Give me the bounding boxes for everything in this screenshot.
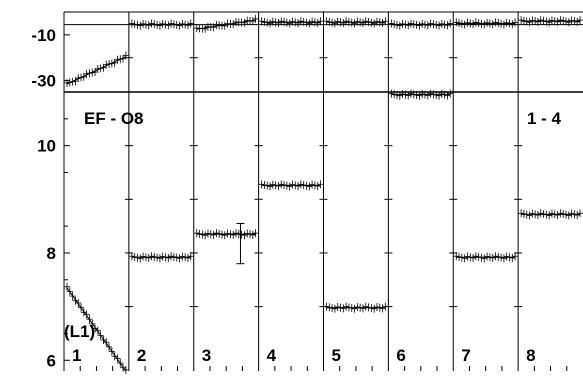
upper-y-tick-label: -30 bbox=[31, 72, 56, 91]
lower-y-tick-label: 6 bbox=[47, 351, 56, 370]
lower-y-tick-label: 10 bbox=[37, 137, 56, 156]
upper-series-1-trend bbox=[66, 56, 127, 85]
column-label-5: 5 bbox=[332, 346, 341, 365]
lower-series-1-trend bbox=[66, 287, 127, 372]
column-label-3: 3 bbox=[202, 346, 211, 365]
panel-frames bbox=[63, 11, 583, 371]
label-left: EF - O8 bbox=[84, 109, 144, 128]
lower-y-tick-label: 8 bbox=[47, 244, 56, 263]
upper-y-tick-label: -10 bbox=[31, 26, 56, 45]
label-right: 1 - 4 bbox=[527, 109, 562, 128]
data-series bbox=[64, 14, 583, 374]
column-label-2: 2 bbox=[137, 346, 146, 365]
axis-ticks bbox=[64, 34, 568, 371]
column-label-4: 4 bbox=[267, 346, 277, 365]
column-label-1: 1 bbox=[72, 346, 81, 365]
axis-note: (L1) bbox=[64, 322, 95, 341]
column-label-7: 7 bbox=[461, 346, 470, 365]
column-label-6: 6 bbox=[396, 346, 405, 365]
upper-series-3-trend bbox=[196, 19, 256, 30]
column-label-8: 8 bbox=[526, 346, 535, 365]
